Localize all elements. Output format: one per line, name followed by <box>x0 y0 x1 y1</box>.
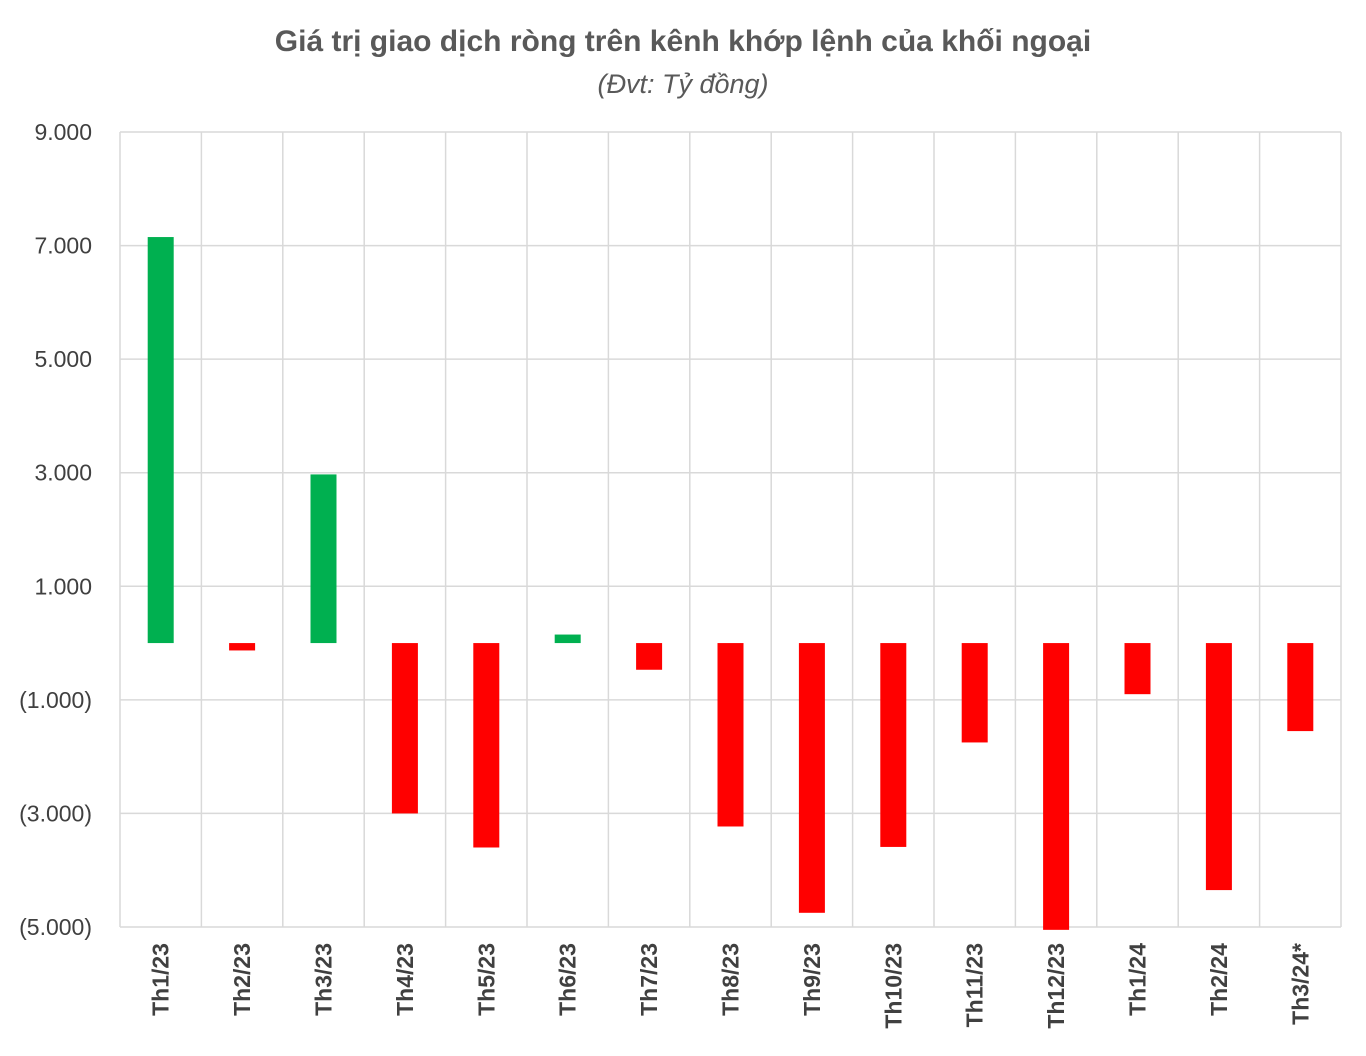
bar-th1223 <box>1043 643 1070 930</box>
bar-th423 <box>391 643 418 814</box>
gridlines <box>119 131 1342 928</box>
x-tick-label: Th3/24* <box>1287 943 1313 1025</box>
y-tick-label: (5.000) <box>19 914 92 940</box>
bar-th324 <box>1287 643 1314 732</box>
bar-th523 <box>473 643 500 848</box>
bar-th323 <box>310 474 337 644</box>
bar-th923 <box>798 643 825 913</box>
x-axis: Th1/23 Th2/23 Th3/23 Th4/23 Th5/23 Th6/23 Th7/… <box>148 943 1314 1029</box>
x-tick-label: Th3/23 <box>311 943 337 1016</box>
x-tick-label: Th8/23 <box>718 943 744 1016</box>
y-tick-label: (1.000) <box>19 687 92 713</box>
x-tick-label: Th5/23 <box>473 943 499 1016</box>
bar-th1123 <box>961 643 988 743</box>
y-tick-label: 1.000 <box>34 573 92 599</box>
x-tick-label: Th1/24 <box>1125 943 1151 1016</box>
x-tick-label: Th1/23 <box>148 943 174 1016</box>
x-tick-label: Th9/23 <box>799 943 825 1016</box>
bar-th224 <box>1205 643 1232 891</box>
y-tick-label: (3.000) <box>19 800 92 826</box>
bars <box>147 237 1314 930</box>
y-tick-label: 7.000 <box>34 233 92 259</box>
y-axis: 9.000 7.000 5.000 3.000 1.000 (1.000) (3.000) (… <box>19 119 92 940</box>
bar-th823 <box>717 643 744 827</box>
x-tick-label: Th10/23 <box>880 943 906 1029</box>
bar-th723 <box>636 643 663 670</box>
y-tick-label: 9.000 <box>34 119 92 145</box>
x-tick-label: Th11/23 <box>962 943 988 1027</box>
bar-th223 <box>229 643 256 651</box>
chart-subtitle: (Đvt: Tỷ đồng) <box>597 69 768 99</box>
bar-th123 <box>147 237 174 644</box>
y-tick-label: 5.000 <box>34 346 92 372</box>
x-tick-label: Th2/23 <box>229 943 255 1016</box>
bar-th1023 <box>880 643 907 847</box>
x-tick-label: Th4/23 <box>392 943 418 1016</box>
bar-th623 <box>554 634 581 644</box>
chart-title: Giá trị giao dịch ròng trên kênh khớp lệ… <box>275 25 1091 58</box>
y-tick-label: 3.000 <box>34 460 92 486</box>
x-tick-label: Th12/23 <box>1043 943 1069 1029</box>
bar-th124 <box>1124 643 1151 695</box>
x-tick-label: Th6/23 <box>555 943 581 1016</box>
x-tick-label: Th2/24 <box>1206 943 1232 1016</box>
x-tick-label: Th7/23 <box>636 943 662 1016</box>
